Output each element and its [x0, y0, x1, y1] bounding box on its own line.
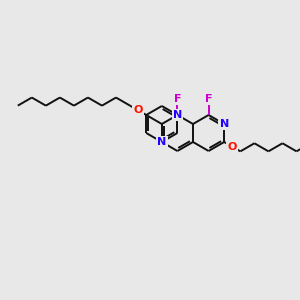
Text: F: F [205, 94, 212, 104]
Text: F: F [174, 94, 181, 104]
Text: O: O [134, 105, 143, 115]
Text: N: N [220, 119, 229, 129]
Text: N: N [157, 137, 167, 147]
Text: O: O [228, 142, 237, 152]
Text: N: N [173, 110, 182, 120]
